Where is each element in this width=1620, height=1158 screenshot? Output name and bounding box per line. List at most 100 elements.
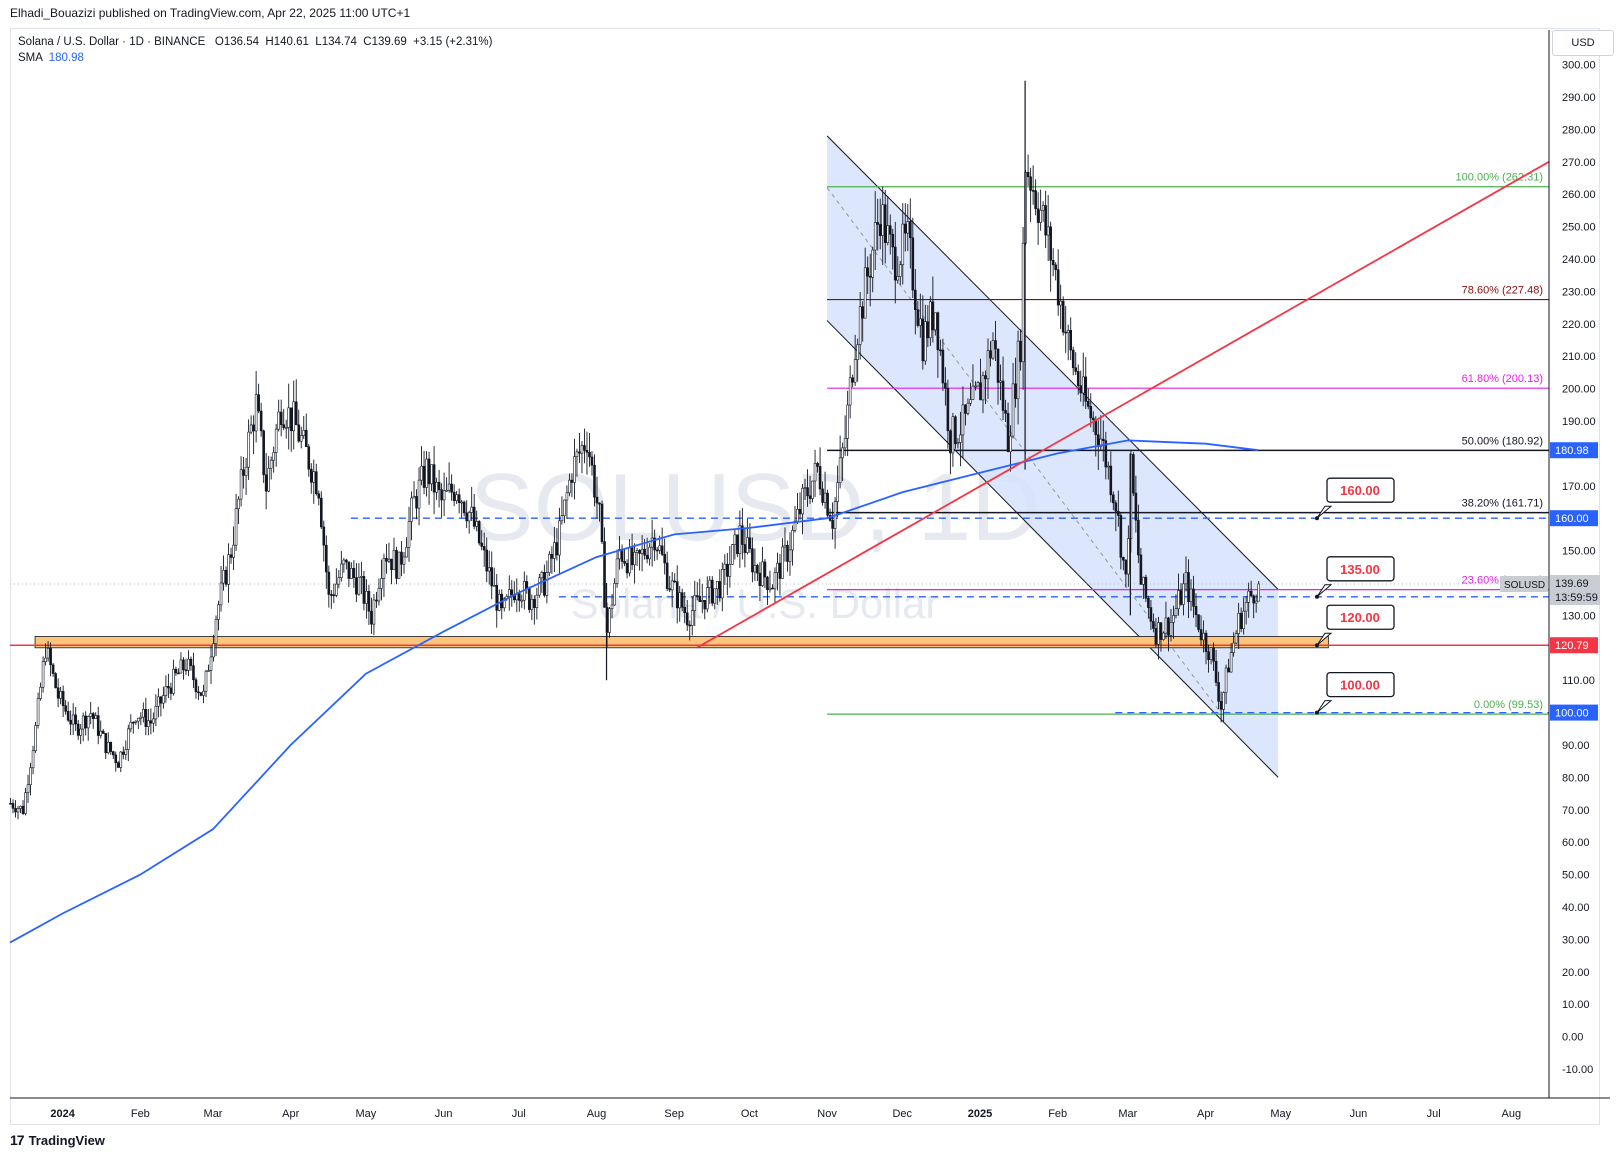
candle-body	[204, 670, 208, 692]
candle-body	[1187, 572, 1190, 603]
candle-body	[397, 551, 401, 579]
y-tick-label: 30.00	[1562, 934, 1590, 946]
channel-upper-line[interactable]	[826, 135, 1279, 590]
candle-body	[954, 416, 957, 445]
candle-body	[1019, 340, 1022, 363]
support-trendline[interactable]	[696, 161, 1550, 649]
support-zone[interactable]	[34, 636, 1329, 649]
candle-body	[741, 525, 744, 545]
candle-body	[442, 490, 446, 501]
candle-body	[731, 544, 734, 565]
candle-body	[101, 730, 105, 734]
y-tick-label: 110.00	[1562, 675, 1595, 687]
x-tick-label: Mar	[204, 1108, 223, 1120]
candle-body	[956, 442, 960, 445]
close-label: C	[363, 36, 372, 48]
candle-body	[507, 589, 511, 597]
candle-body	[1179, 590, 1183, 605]
candle-body	[1169, 622, 1173, 636]
x-tick-label: Feb	[1048, 1108, 1067, 1120]
candle-body	[1252, 595, 1255, 604]
candle-body	[628, 547, 631, 574]
candle-body	[425, 458, 428, 488]
price-callout[interactable]: 100.00	[1315, 671, 1395, 715]
candle-body	[951, 416, 955, 454]
currency-selector[interactable]: USD	[1552, 30, 1614, 56]
callout-label: 100.00	[1340, 678, 1380, 693]
candle-body	[946, 388, 950, 432]
price-callout[interactable]: 120.00	[1315, 604, 1395, 648]
candle-body	[447, 483, 451, 491]
candle-body	[961, 404, 965, 436]
candle-body	[1054, 264, 1057, 270]
candle-body	[247, 431, 250, 468]
candle-body	[635, 550, 639, 553]
callout-anchor	[1315, 643, 1319, 648]
levels-layer	[10, 517, 1549, 714]
candle-body	[1192, 588, 1195, 607]
candle-body	[169, 687, 173, 694]
channel-lower-line[interactable]	[826, 320, 1279, 778]
symbol-title[interactable]: Solana / U.S. Dollar · 1D · BINANCE	[18, 36, 206, 48]
price-callout[interactable]: 160.00	[1315, 477, 1395, 521]
candle-body	[54, 673, 57, 689]
candle-body	[304, 429, 308, 448]
channel-fill	[827, 135, 1279, 778]
candle-body	[430, 464, 433, 485]
candle-body	[1154, 628, 1158, 645]
candle-body	[738, 525, 742, 554]
axis-price-badge	[1550, 637, 1598, 654]
candle-body	[1207, 651, 1210, 660]
x-tick-label: 2025	[968, 1108, 992, 1120]
candle-body	[766, 576, 769, 591]
x-tick-label: May	[1270, 1108, 1291, 1120]
sma-label[interactable]: SMA	[18, 52, 43, 64]
callout-box	[1326, 604, 1395, 630]
price-callout[interactable]: 135.00	[1315, 556, 1395, 599]
sma-line[interactable]	[9, 439, 1259, 944]
candle-body	[1217, 682, 1220, 702]
candle-body	[1177, 590, 1180, 610]
candle-body	[1174, 608, 1178, 616]
candle-body	[192, 665, 195, 681]
candle-body	[485, 549, 489, 572]
candle-body	[881, 204, 885, 236]
candle-body	[66, 710, 70, 721]
candle-body	[1242, 610, 1245, 629]
candle-body	[510, 589, 514, 595]
open-label: O	[214, 36, 224, 48]
candle-body	[710, 579, 714, 604]
published-header: Elhadi_Bouazizi published on TradingView…	[10, 6, 411, 20]
candle-body	[949, 430, 952, 454]
candle-body	[402, 556, 406, 565]
watermark-name: Solana / U.S. Dollar	[571, 580, 940, 627]
candle-body	[1194, 606, 1198, 615]
candle-body	[736, 534, 739, 554]
candle-body	[41, 661, 45, 688]
candle-body	[989, 350, 992, 359]
candle-body	[721, 569, 724, 599]
candle-body	[1056, 269, 1060, 306]
candle-body	[132, 721, 135, 724]
candle-body	[974, 385, 977, 388]
callout-label: 120.00	[1340, 610, 1380, 625]
candle-body	[222, 569, 225, 584]
candle-body	[385, 558, 388, 562]
candle-body	[162, 695, 165, 704]
candle-body	[705, 587, 709, 610]
tradingview-logo[interactable]: 17 TradingView	[10, 1132, 105, 1148]
open-value: 136.54	[223, 36, 259, 48]
candle-body	[761, 561, 764, 587]
candle-body	[26, 784, 30, 793]
y-tick-label: 220.00	[1562, 319, 1596, 331]
candle-body	[976, 382, 980, 387]
candle-body	[14, 808, 17, 813]
candle-body	[1127, 538, 1130, 575]
candle-body	[748, 537, 752, 549]
candle-body	[317, 493, 321, 499]
candle-body	[733, 534, 737, 545]
candle-body	[282, 424, 285, 428]
candle-body	[1219, 701, 1223, 710]
candle-body	[56, 687, 60, 699]
